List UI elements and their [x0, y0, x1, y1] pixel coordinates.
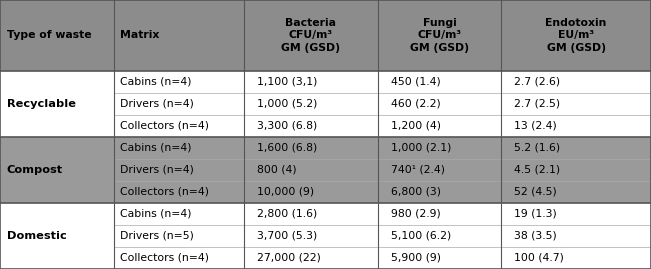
- Bar: [0, 137, 114, 159]
- Bar: [0, 159, 114, 181]
- Text: 6,800 (3): 6,800 (3): [391, 187, 441, 197]
- Text: 800 (4): 800 (4): [257, 165, 297, 175]
- Text: 3,300 (6.8): 3,300 (6.8): [257, 121, 318, 131]
- Bar: [378, 159, 501, 181]
- Text: 740¹ (2.4): 740¹ (2.4): [391, 165, 445, 175]
- Text: 1,600 (6.8): 1,600 (6.8): [257, 143, 318, 153]
- Bar: [378, 115, 501, 137]
- Bar: [114, 203, 244, 225]
- Bar: [378, 225, 501, 247]
- Text: 5.2 (1.6): 5.2 (1.6): [514, 143, 561, 153]
- Bar: [114, 137, 244, 159]
- Text: 2.7 (2.5): 2.7 (2.5): [514, 99, 561, 109]
- Text: 5,100 (6.2): 5,100 (6.2): [391, 231, 451, 241]
- Bar: [114, 181, 244, 203]
- Bar: [501, 70, 651, 93]
- Bar: [244, 247, 378, 269]
- Bar: [0, 181, 114, 203]
- Text: 1,100 (3,1): 1,100 (3,1): [257, 77, 318, 87]
- Text: Cabins (n=4): Cabins (n=4): [120, 143, 192, 153]
- Bar: [244, 93, 378, 115]
- Text: Endotoxin
EU/m³
GM (GSD): Endotoxin EU/m³ GM (GSD): [546, 18, 607, 53]
- Bar: [0, 70, 114, 93]
- Text: Collectors (n=4): Collectors (n=4): [120, 253, 210, 263]
- Bar: [244, 181, 378, 203]
- Bar: [114, 159, 244, 181]
- Bar: [0, 93, 114, 115]
- Bar: [501, 181, 651, 203]
- Bar: [0, 203, 114, 225]
- Text: 19 (1.3): 19 (1.3): [514, 209, 557, 219]
- Bar: [244, 115, 378, 137]
- Text: Recyclable: Recyclable: [7, 99, 76, 109]
- Bar: [378, 137, 501, 159]
- Bar: [114, 247, 244, 269]
- Text: Collectors (n=4): Collectors (n=4): [120, 187, 210, 197]
- Text: 980 (2.9): 980 (2.9): [391, 209, 440, 219]
- Text: Bacteria
CFU/m³
GM (GSD): Bacteria CFU/m³ GM (GSD): [281, 18, 340, 53]
- Bar: [378, 70, 501, 93]
- Text: 2,800 (1.6): 2,800 (1.6): [257, 209, 318, 219]
- Bar: [244, 225, 378, 247]
- Text: Type of waste: Type of waste: [7, 30, 91, 40]
- Text: 52 (4.5): 52 (4.5): [514, 187, 557, 197]
- Text: Compost: Compost: [7, 165, 62, 175]
- Bar: [0, 0, 114, 70]
- Text: Drivers (n=5): Drivers (n=5): [120, 231, 194, 241]
- Text: Domestic: Domestic: [7, 231, 66, 241]
- Text: 100 (4.7): 100 (4.7): [514, 253, 564, 263]
- Text: 3,700 (5.3): 3,700 (5.3): [257, 231, 318, 241]
- Bar: [114, 225, 244, 247]
- Text: 13 (2.4): 13 (2.4): [514, 121, 557, 131]
- Text: Cabins (n=4): Cabins (n=4): [120, 209, 192, 219]
- Bar: [501, 247, 651, 269]
- Bar: [0, 225, 114, 247]
- Text: 1,200 (4): 1,200 (4): [391, 121, 441, 131]
- Bar: [244, 203, 378, 225]
- Bar: [501, 0, 651, 70]
- Bar: [244, 159, 378, 181]
- Text: Fungi
CFU/m³
GM (GSD): Fungi CFU/m³ GM (GSD): [410, 18, 469, 53]
- Text: 38 (3.5): 38 (3.5): [514, 231, 557, 241]
- Bar: [501, 159, 651, 181]
- Bar: [501, 203, 651, 225]
- Bar: [378, 181, 501, 203]
- Text: 4.5 (2.1): 4.5 (2.1): [514, 165, 561, 175]
- Bar: [501, 137, 651, 159]
- Bar: [244, 70, 378, 93]
- Bar: [114, 115, 244, 137]
- Bar: [501, 93, 651, 115]
- Text: 2.7 (2.6): 2.7 (2.6): [514, 77, 561, 87]
- Bar: [114, 93, 244, 115]
- Text: Matrix: Matrix: [120, 30, 159, 40]
- Text: 1,000 (5.2): 1,000 (5.2): [257, 99, 318, 109]
- Bar: [501, 225, 651, 247]
- Text: 450 (1.4): 450 (1.4): [391, 77, 440, 87]
- Bar: [244, 137, 378, 159]
- Bar: [0, 247, 114, 269]
- Text: 460 (2.2): 460 (2.2): [391, 99, 440, 109]
- Bar: [244, 0, 378, 70]
- Bar: [114, 70, 244, 93]
- Text: 27,000 (22): 27,000 (22): [257, 253, 321, 263]
- Bar: [378, 247, 501, 269]
- Bar: [378, 93, 501, 115]
- Bar: [0, 115, 114, 137]
- Text: 1,000 (2.1): 1,000 (2.1): [391, 143, 451, 153]
- Text: Drivers (n=4): Drivers (n=4): [120, 165, 194, 175]
- Bar: [378, 0, 501, 70]
- Text: 10,000 (9): 10,000 (9): [257, 187, 314, 197]
- Bar: [501, 115, 651, 137]
- Text: Collectors (n=4): Collectors (n=4): [120, 121, 210, 131]
- Bar: [378, 203, 501, 225]
- Text: 5,900 (9): 5,900 (9): [391, 253, 441, 263]
- Text: Cabins (n=4): Cabins (n=4): [120, 77, 192, 87]
- Text: Drivers (n=4): Drivers (n=4): [120, 99, 194, 109]
- Bar: [114, 0, 244, 70]
